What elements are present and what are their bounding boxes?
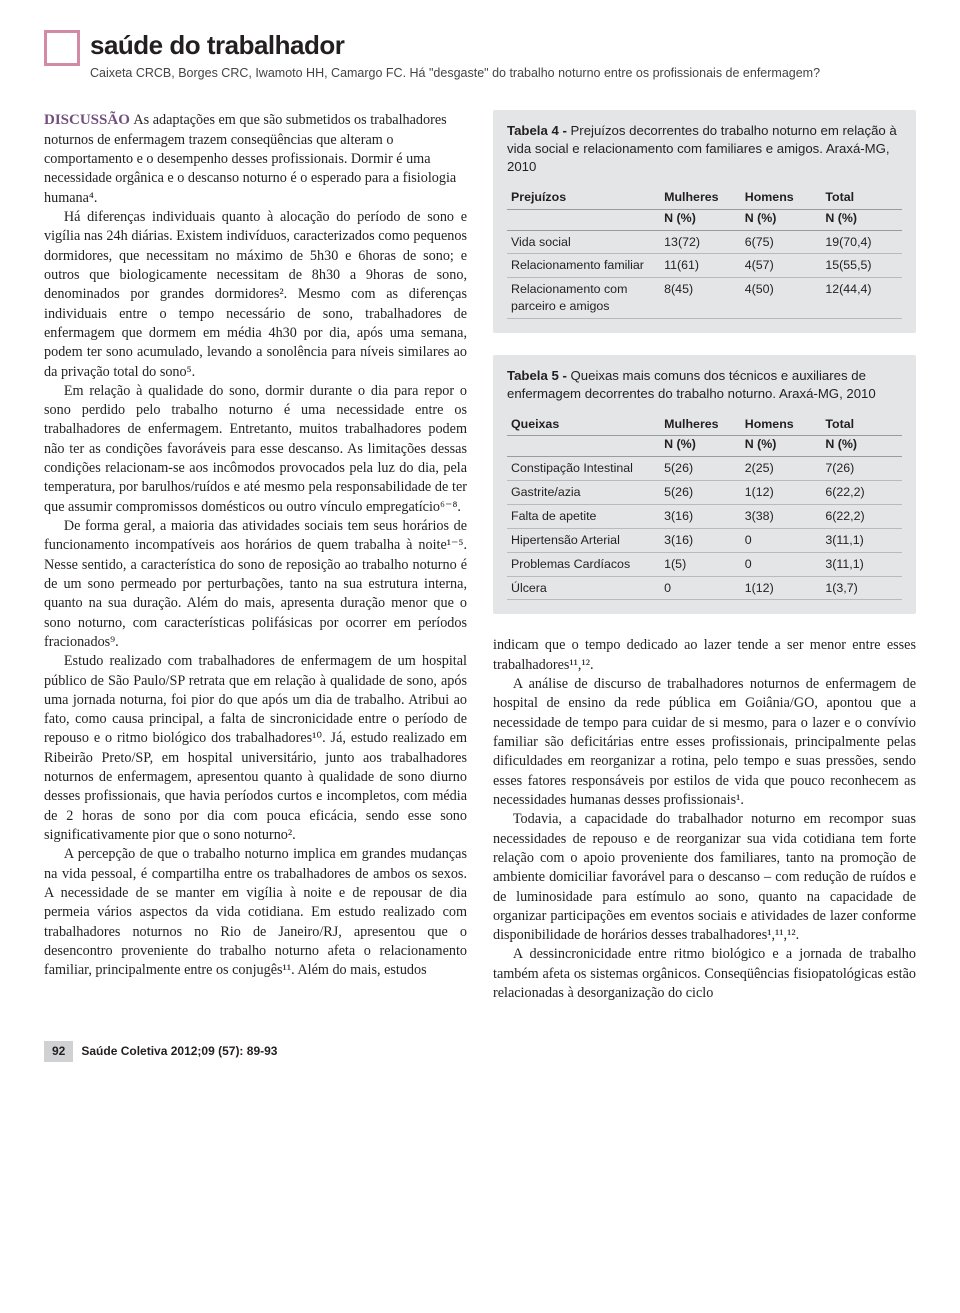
row-homens: 4(57) [741, 254, 822, 278]
row-label: Problemas Cardíacos [507, 552, 660, 576]
row-total: 7(26) [821, 457, 902, 481]
table4-subhead: N (%) [821, 209, 902, 230]
row-total: 15(55,5) [821, 254, 902, 278]
discussion-heading: DISCUSSÃO [44, 112, 130, 128]
table-row: Constipação Intestinal5(26)2(25)7(26) [507, 457, 902, 481]
table-row: Hipertensão Arterial3(16)03(11,1) [507, 528, 902, 552]
row-mulheres: 3(16) [660, 505, 741, 529]
row-homens: 0 [741, 528, 822, 552]
table5-body: Constipação Intestinal5(26)2(25)7(26)Gas… [507, 457, 902, 600]
row-label: Gastrite/azia [507, 481, 660, 505]
table-row: Úlcera01(12)1(3,7) [507, 576, 902, 600]
row-homens: 2(25) [741, 457, 822, 481]
table-row: Relacionamento familiar11(61)4(57)15(55,… [507, 254, 902, 278]
page-number: 92 [44, 1041, 73, 1061]
journal-citation: Saúde Coletiva 2012;09 (57): 89-93 [81, 1043, 277, 1059]
body-paragraph: Todavia, a capacidade do trabalhador not… [493, 810, 916, 945]
row-mulheres: 0 [660, 576, 741, 600]
row-mulheres: 1(5) [660, 552, 741, 576]
table5-subhead: N (%) [821, 436, 902, 457]
row-mulheres: 3(16) [660, 528, 741, 552]
row-total: 6(22,2) [821, 481, 902, 505]
content-columns: DISCUSSÃO As adaptações em que são subme… [44, 110, 916, 1003]
body-paragraph: De forma geral, a maioria das atividades… [44, 517, 467, 652]
right-column: Tabela 4 - Prejuízos decorrentes do trab… [493, 110, 916, 1003]
table5-caption: Tabela 5 - Queixas mais comuns dos técni… [507, 367, 902, 403]
table-row: Problemas Cardíacos1(5)03(11,1) [507, 552, 902, 576]
table4-subhead: N (%) [660, 209, 741, 230]
row-label: Vida social [507, 230, 660, 254]
row-label: Hipertensão Arterial [507, 528, 660, 552]
row-mulheres: 8(45) [660, 278, 741, 319]
table-row: Falta de apetite3(16)3(38)6(22,2) [507, 505, 902, 529]
table4-col-prejuizos: Prejuízos [507, 186, 660, 209]
article-citation-line: Caixeta CRCB, Borges CRC, Iwamoto HH, Ca… [90, 65, 916, 82]
table5-col-queixas: Queixas [507, 413, 660, 436]
row-total: 6(22,2) [821, 505, 902, 529]
body-paragraph: indicam que o tempo dedicado ao lazer te… [493, 636, 916, 675]
table5-col-homens: Homens [741, 413, 822, 436]
row-label: Constipação Intestinal [507, 457, 660, 481]
table-row: Gastrite/azia5(26)1(12)6(22,2) [507, 481, 902, 505]
table4-body: Vida social13(72)6(75)19(70,4)Relacionam… [507, 230, 902, 318]
table4-col-mulheres: Mulheres [660, 186, 741, 209]
row-mulheres: 5(26) [660, 481, 741, 505]
row-label: Relacionamento com parceiro e amigos [507, 278, 660, 319]
body-paragraph: Estudo realizado com trabalhadores de en… [44, 652, 467, 845]
table5-subhead: N (%) [660, 436, 741, 457]
row-homens: 1(12) [741, 576, 822, 600]
table4-caption: Tabela 4 - Prejuízos decorrentes do trab… [507, 122, 902, 175]
running-header: saúde do trabalhador Caixeta CRCB, Borge… [44, 28, 916, 82]
row-total: 3(11,1) [821, 552, 902, 576]
row-homens: 0 [741, 552, 822, 576]
row-label: Úlcera [507, 576, 660, 600]
row-label: Relacionamento familiar [507, 254, 660, 278]
header-text-block: saúde do trabalhador Caixeta CRCB, Borge… [90, 28, 916, 82]
body-paragraph: A percepção de que o trabalho noturno im… [44, 845, 467, 980]
row-mulheres: 5(26) [660, 457, 741, 481]
table4-col-homens: Homens [741, 186, 822, 209]
table4-caption-lead: Tabela 4 - [507, 123, 571, 138]
row-homens: 4(50) [741, 278, 822, 319]
table4: Prejuízos Mulheres Homens Total N (%) N … [507, 186, 902, 319]
table4-col-total: Total [821, 186, 902, 209]
body-paragraph: A dessincronicidade entre ritmo biológic… [493, 945, 916, 1003]
row-homens: 3(38) [741, 505, 822, 529]
table5-caption-lead: Tabela 5 - [507, 368, 571, 383]
table5-subhead: N (%) [741, 436, 822, 457]
page-footer: 92 Saúde Coletiva 2012;09 (57): 89-93 [44, 1041, 916, 1061]
table5: Queixas Mulheres Homens Total N (%) N (%… [507, 413, 902, 601]
row-homens: 1(12) [741, 481, 822, 505]
left-column: DISCUSSÃO As adaptações em que são subme… [44, 110, 467, 1003]
section-name: saúde do trabalhador [90, 28, 916, 63]
table5-col-mulheres: Mulheres [660, 413, 741, 436]
table4-subhead: N (%) [741, 209, 822, 230]
body-paragraph: Há diferenças individuais quanto à aloca… [44, 208, 467, 382]
row-homens: 6(75) [741, 230, 822, 254]
row-mulheres: 11(61) [660, 254, 741, 278]
table-row: Vida social13(72)6(75)19(70,4) [507, 230, 902, 254]
table5-box: Tabela 5 - Queixas mais comuns dos técni… [493, 355, 916, 615]
row-label: Falta de apetite [507, 505, 660, 529]
row-mulheres: 13(72) [660, 230, 741, 254]
row-total: 19(70,4) [821, 230, 902, 254]
table4-box: Tabela 4 - Prejuízos decorrentes do trab… [493, 110, 916, 333]
body-paragraph: Em relação à qualidade do sono, dormir d… [44, 382, 467, 517]
table5-col-total: Total [821, 413, 902, 436]
row-total: 1(3,7) [821, 576, 902, 600]
section-marker-box [44, 30, 80, 66]
row-total: 3(11,1) [821, 528, 902, 552]
table-row: Relacionamento com parceiro e amigos8(45… [507, 278, 902, 319]
row-total: 12(44,4) [821, 278, 902, 319]
body-paragraph: A análise de discurso de trabalhadores n… [493, 675, 916, 810]
